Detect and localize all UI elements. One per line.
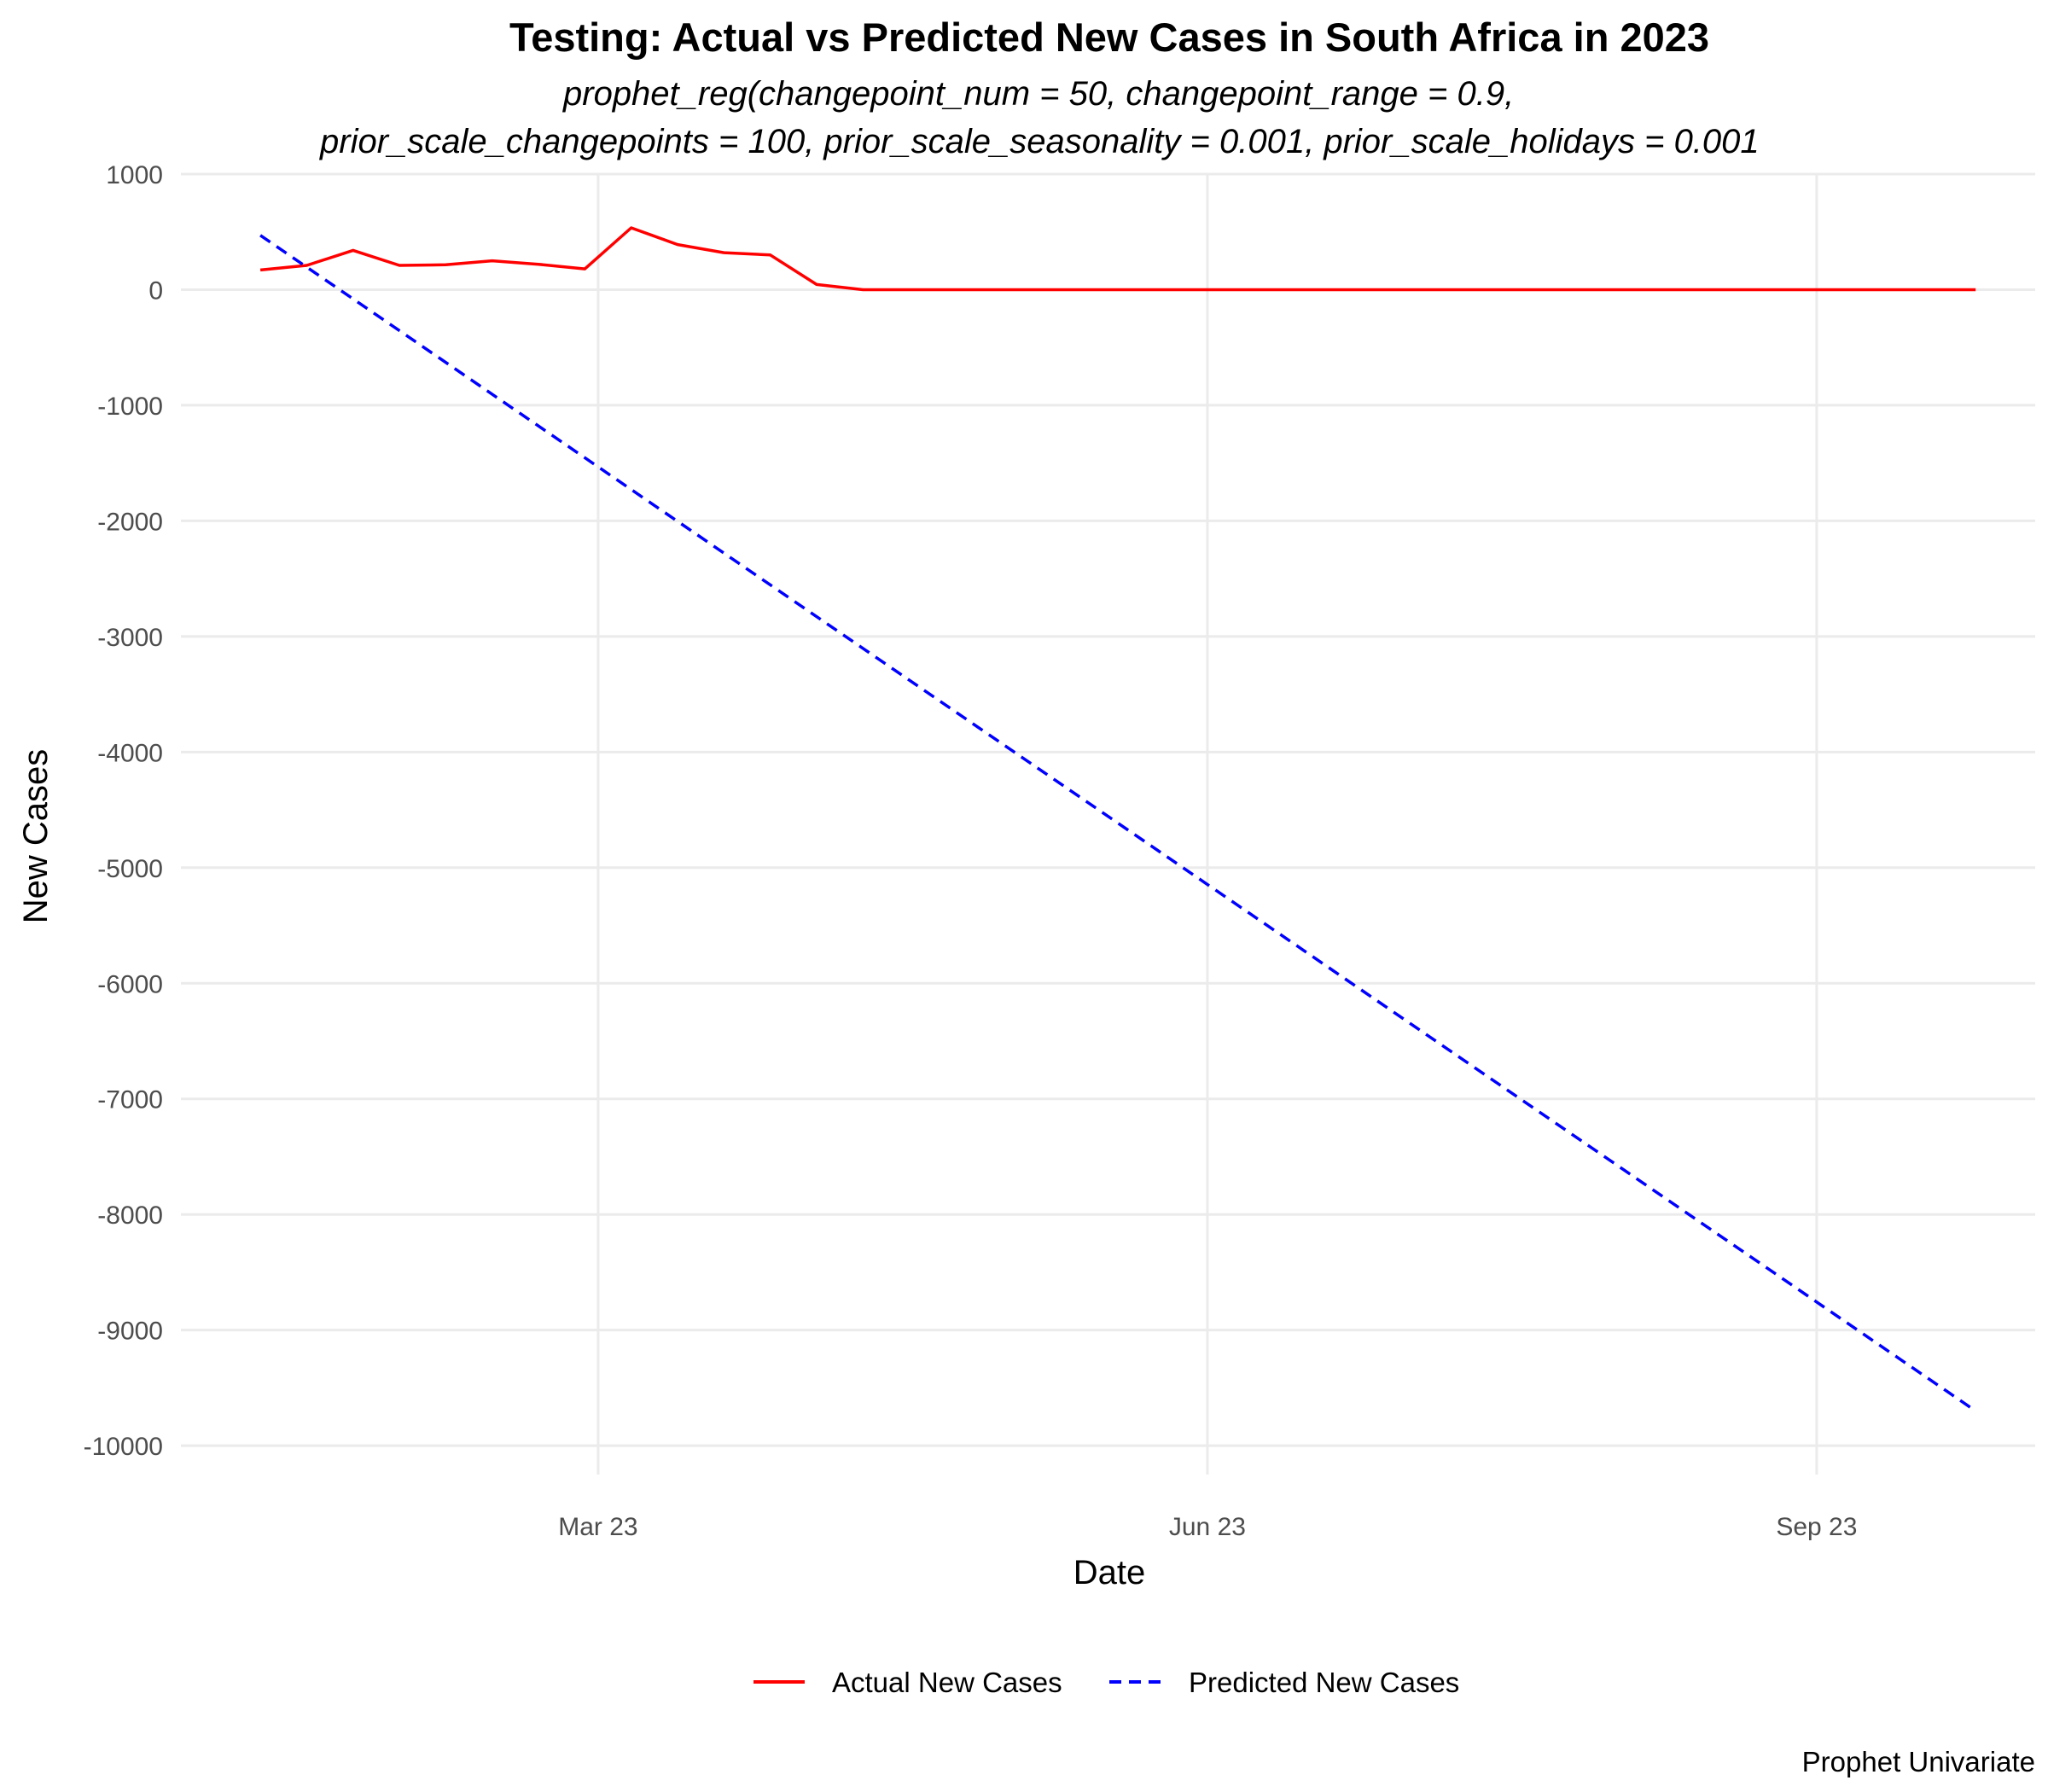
series-actual-line — [259, 226, 1976, 292]
x-tick-label: Sep 23 — [1776, 1513, 1857, 1541]
legend-label-predicted: Predicted New Cases — [1189, 1667, 1459, 1698]
chart-caption: Prophet Univariate — [1802, 1746, 2035, 1777]
y-tick-label: -5000 — [97, 855, 163, 883]
legend-label-actual: Actual New Cases — [832, 1667, 1062, 1698]
y-tick-label: -3000 — [97, 624, 163, 652]
y-tick-label: -6000 — [97, 970, 163, 998]
y-tick-label: -4000 — [97, 739, 163, 767]
series-lines — [259, 226, 1977, 1412]
y-axis-title: New Cases — [17, 749, 55, 924]
y-tick-label: 0 — [148, 276, 163, 305]
y-tick-labels: 1000 0 -1000 -2000 -3000 -4000 -5000 -6000 -7000… — [84, 161, 163, 1461]
series-predicted-line — [259, 234, 1977, 1412]
x-tick-label: Jun 23 — [1169, 1513, 1246, 1541]
chart-subtitle-line-2: prior_scale_changepoints = 100, prior_sc… — [319, 123, 1760, 160]
grid-lines — [181, 172, 2035, 1475]
y-tick-label: -2000 — [97, 508, 163, 536]
chart-title: Testing: Actual vs Predicted New Cases i… — [509, 15, 1709, 60]
y-tick-label: -8000 — [97, 1201, 163, 1230]
x-tick-label: Mar 23 — [558, 1513, 637, 1541]
y-tick-label: -1000 — [97, 393, 163, 421]
y-tick-label: -10000 — [84, 1433, 163, 1461]
x-axis-title: Date — [1073, 1554, 1146, 1591]
x-tick-labels: Mar 23 Jun 23 Sep 23 — [558, 1513, 1857, 1541]
chart-subtitle-line-1: prophet_reg(changepoint_num = 50, change… — [562, 75, 1514, 113]
y-tick-label: -9000 — [97, 1318, 163, 1346]
y-tick-label: 1000 — [106, 161, 163, 189]
legend: Actual New Cases Predicted New Cases — [753, 1667, 1459, 1698]
y-tick-label: -7000 — [97, 1086, 163, 1114]
